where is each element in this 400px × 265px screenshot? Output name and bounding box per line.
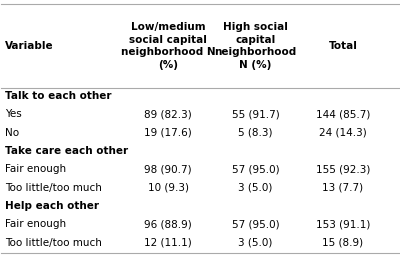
Text: 3 (5.0): 3 (5.0) [238, 238, 273, 248]
Text: 10 (9.3): 10 (9.3) [148, 183, 189, 193]
Text: Variable: Variable [5, 41, 54, 51]
Text: 89 (82.3): 89 (82.3) [144, 109, 192, 120]
Text: 13 (7.7): 13 (7.7) [322, 183, 364, 193]
Text: Too little/too much: Too little/too much [5, 238, 102, 248]
Text: Total: Total [328, 41, 358, 51]
Text: No: No [5, 128, 20, 138]
Text: 155 (92.3): 155 (92.3) [316, 165, 370, 174]
Text: Low/medium
social capital
neighborhood N
(%): Low/medium social capital neighborhood N… [121, 22, 216, 70]
Text: 144 (85.7): 144 (85.7) [316, 109, 370, 120]
Text: 153 (91.1): 153 (91.1) [316, 219, 370, 229]
Text: 24 (14.3): 24 (14.3) [319, 128, 367, 138]
Text: Too little/too much: Too little/too much [5, 183, 102, 193]
Text: 15 (8.9): 15 (8.9) [322, 238, 364, 248]
Text: Talk to each other: Talk to each other [5, 91, 112, 101]
Text: 57 (95.0): 57 (95.0) [232, 165, 280, 174]
Text: 57 (95.0): 57 (95.0) [232, 219, 280, 229]
Text: 3 (5.0): 3 (5.0) [238, 183, 273, 193]
Text: Yes: Yes [5, 109, 22, 120]
Text: 96 (88.9): 96 (88.9) [144, 219, 192, 229]
Text: High social
capital
neighborhood
N (%): High social capital neighborhood N (%) [214, 22, 297, 70]
Text: 55 (91.7): 55 (91.7) [232, 109, 280, 120]
Text: 98 (90.7): 98 (90.7) [144, 165, 192, 174]
Text: Help each other: Help each other [5, 201, 99, 211]
Text: 12 (11.1): 12 (11.1) [144, 238, 192, 248]
Text: Take care each other: Take care each other [5, 146, 128, 156]
Text: Fair enough: Fair enough [5, 219, 66, 229]
Text: 5 (8.3): 5 (8.3) [238, 128, 273, 138]
Text: 19 (17.6): 19 (17.6) [144, 128, 192, 138]
Text: Fair enough: Fair enough [5, 165, 66, 174]
